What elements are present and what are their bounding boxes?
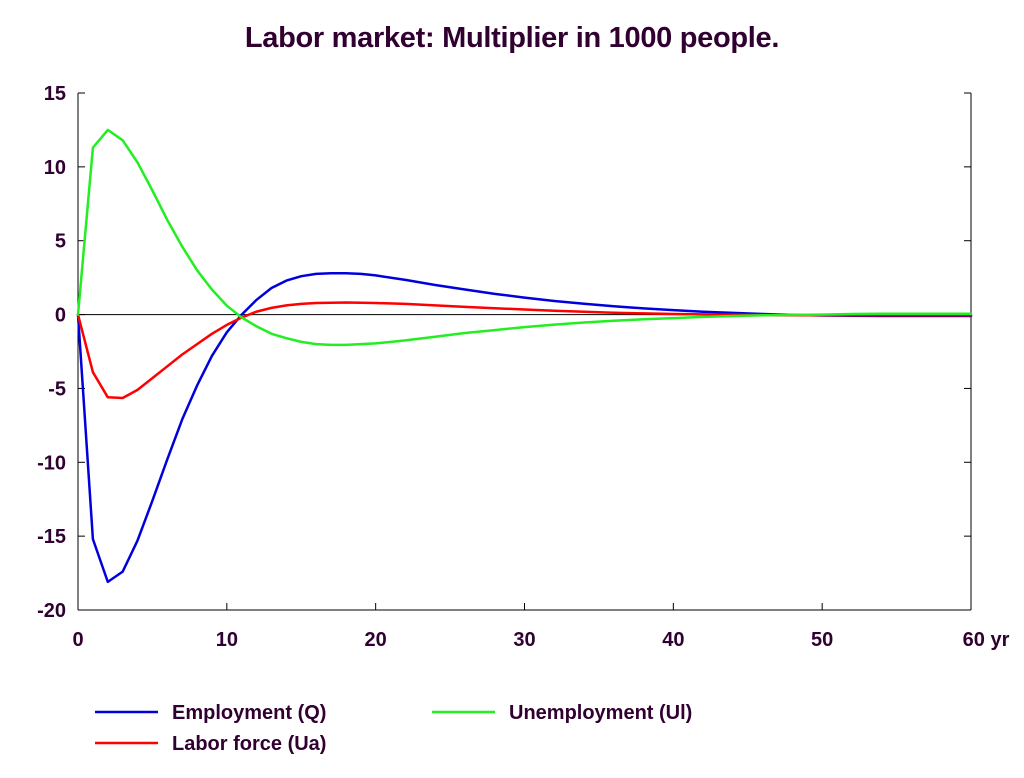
legend-item-unemployment: Unemployment (Ul) [432,702,692,724]
legend-label: Labor force (Ua) [172,733,326,755]
series-lines [76,128,973,584]
chart-title: Labor market: Multiplier in 1000 people. [244,22,780,54]
y-tick-label: 5 [55,231,66,253]
y-tick-label: -20 [37,600,66,622]
x-tick-label: 40 [662,629,684,651]
x-tick-label: 10 [216,629,238,651]
y-tick-label: 10 [44,157,66,179]
series-line-employment [76,271,973,584]
x-tick-label: 60 yr [963,629,1010,651]
x-tick-label: 50 [811,629,833,651]
y-tick-label: 15 [44,83,66,105]
legend: Employment (Q) Labor force (Ua) Unemployme… [95,702,692,755]
legend-label: Employment (Q) [172,702,326,724]
y-tick-label: -5 [48,378,66,400]
y-tick-label: 0 [55,305,66,327]
legend-label: Unemployment (Ul) [509,702,692,724]
x-tick-label: 0 [72,629,83,651]
x-tick-label: 30 [513,629,535,651]
legend-item-employment: Employment (Q) [95,702,326,724]
series-line-unemployment [76,128,973,347]
y-tick-label: -15 [37,526,66,548]
legend-item-labor-force: Labor force (Ua) [95,733,326,755]
x-tick-label: 20 [365,629,387,651]
y-tick-label: -10 [37,452,66,474]
